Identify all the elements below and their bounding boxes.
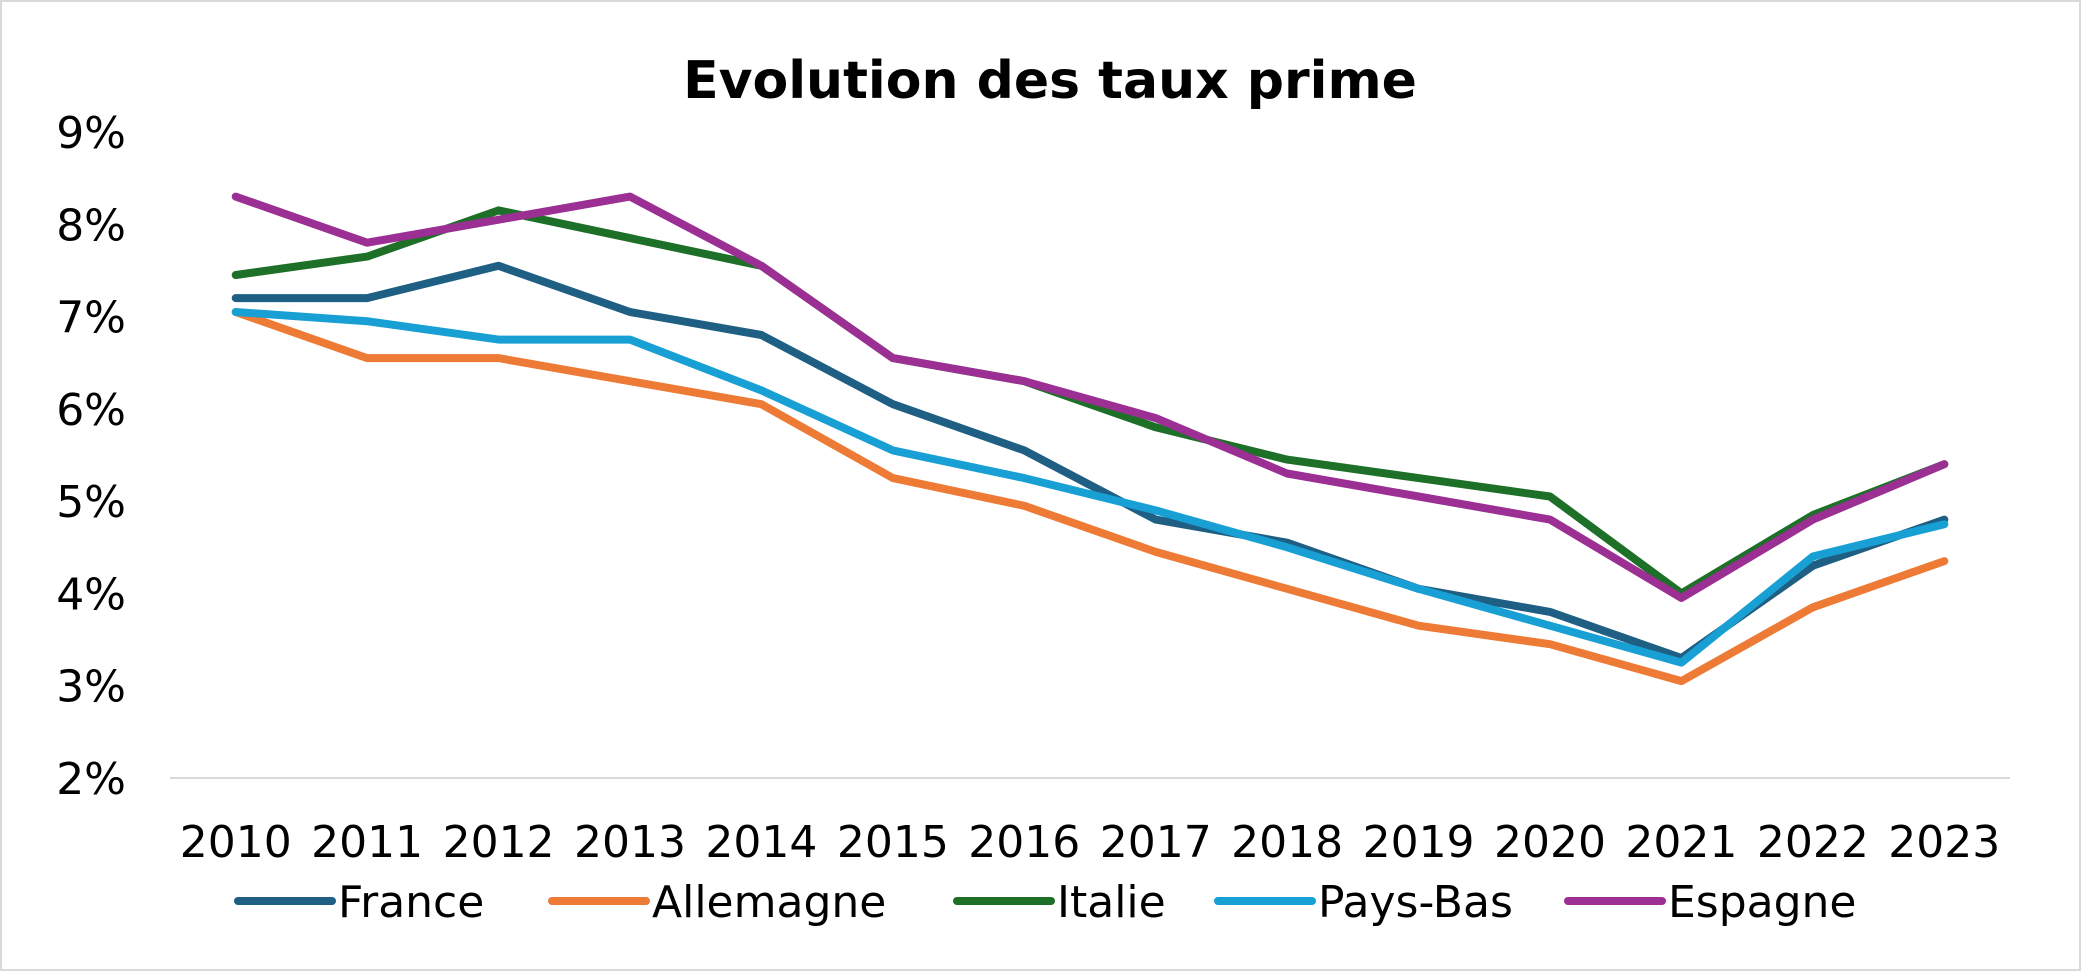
series-lines xyxy=(231,192,1949,686)
chart-title: Evolution des taux prime xyxy=(683,51,1417,111)
legend-label: Allemagne xyxy=(652,877,886,928)
legend-label: France xyxy=(338,877,484,928)
legend-label: Italie xyxy=(1057,877,1166,928)
y-tick-label: 9% xyxy=(56,108,126,159)
x-tick-label: 2013 xyxy=(574,817,686,868)
x-tick-label: 2021 xyxy=(1625,817,1737,868)
legend: France Allemagne Italie Pays-Bas Espagne xyxy=(234,877,1857,928)
x-tick-label: 2017 xyxy=(1100,817,1212,868)
x-tick-label: 2020 xyxy=(1494,817,1606,868)
x-tick-label: 2014 xyxy=(705,817,817,868)
legend-item: Italie xyxy=(953,877,1166,928)
y-tick-label: 6% xyxy=(56,385,126,436)
x-tick-label: 2018 xyxy=(1231,817,1343,868)
series-line-pays-bas xyxy=(231,308,1949,667)
legend-item: Espagne xyxy=(1564,877,1857,928)
y-tick-label: 2% xyxy=(56,754,126,805)
x-tick-label: 2012 xyxy=(443,817,555,868)
y-tick-label: 7% xyxy=(56,293,126,344)
y-tick-label: 4% xyxy=(56,569,126,620)
series-line-france xyxy=(231,261,1949,662)
y-tick-label: 8% xyxy=(56,200,126,251)
x-tick-label: 2011 xyxy=(311,817,423,868)
series-line-allemagne xyxy=(231,308,1949,686)
legend-item: Pays-Bas xyxy=(1214,877,1513,928)
x-tick-label: 2016 xyxy=(968,817,1080,868)
y-axis: 2% 3% 4% 5% 6% 7% 8% 9% xyxy=(56,108,126,805)
x-tick-label: 2022 xyxy=(1757,817,1869,868)
legend-item: France xyxy=(234,877,484,928)
legend-item: Allemagne xyxy=(548,877,886,928)
y-tick-label: 3% xyxy=(56,662,126,713)
legend-label: Pays-Bas xyxy=(1318,877,1513,928)
x-tick-label: 2023 xyxy=(1888,817,2000,868)
legend-label: Espagne xyxy=(1668,877,1857,928)
x-tick-label: 2019 xyxy=(1363,817,1475,868)
x-tick-label: 2015 xyxy=(837,817,949,868)
x-axis: 2010 2011 2012 2013 2014 2015 2016 2017 2018 2019… xyxy=(180,817,2001,868)
x-tick-label: 2010 xyxy=(180,817,292,868)
y-tick-label: 5% xyxy=(56,477,126,528)
series-line-espagne xyxy=(231,192,1949,602)
